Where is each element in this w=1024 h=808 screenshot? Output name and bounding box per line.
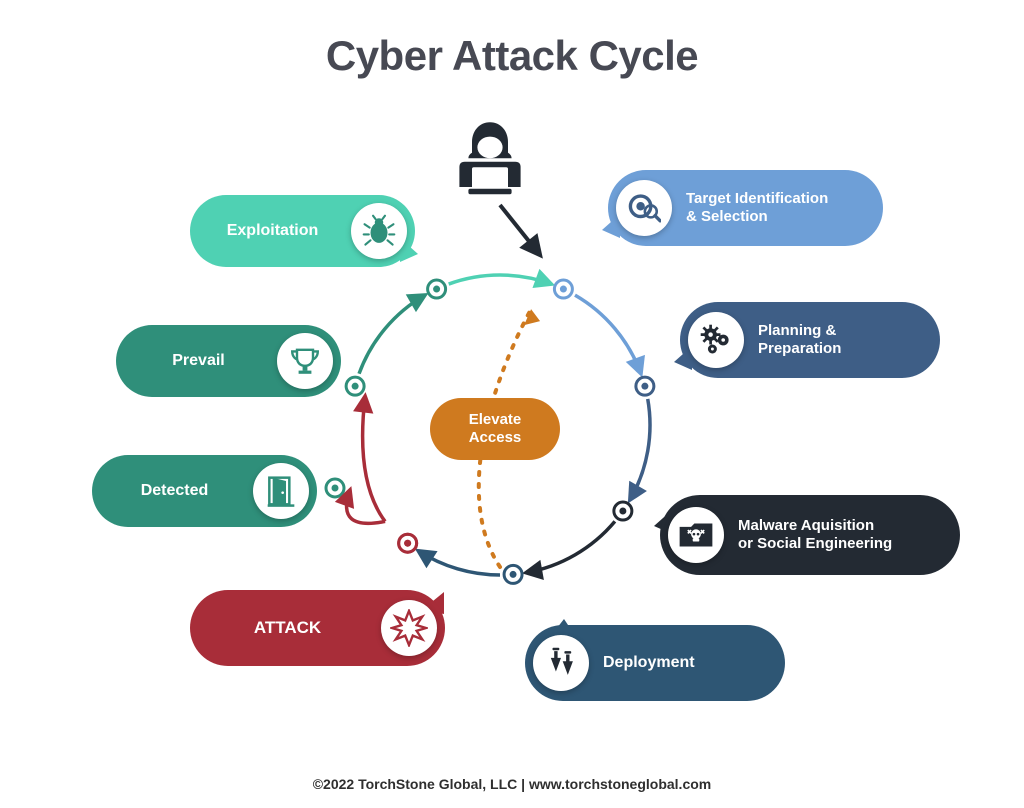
diagram-stage: Cyber Attack Cycle ElevateAccess Target … [0, 0, 1024, 808]
elevate-access-label: ElevateAccess [469, 411, 522, 447]
page-title: Cyber Attack Cycle [0, 32, 1024, 80]
detected-icon [253, 463, 309, 519]
target-icon [616, 180, 672, 236]
deploy-icon [533, 635, 589, 691]
exploit-icon [351, 203, 407, 259]
attack-icon [381, 600, 437, 656]
malware-icon [668, 507, 724, 563]
stage-pill-deploy: Deployment [525, 625, 785, 701]
stage-pill-exploit: Exploitation [190, 195, 415, 267]
hacker-icon [445, 115, 535, 210]
target-label: Target Identification& Selection [672, 190, 883, 226]
elevate-access-pill: ElevateAccess [430, 398, 560, 460]
stage-pill-target: Target Identification& Selection [608, 170, 883, 246]
exploit-label: Exploitation [190, 221, 351, 240]
malware-label: Malware Aquisitionor Social Engineering [724, 517, 960, 553]
stage-pill-attack: ATTACK [190, 590, 445, 666]
prevail-label: Prevail [116, 351, 277, 370]
stage-pill-malware: Malware Aquisitionor Social Engineering [660, 495, 960, 575]
detected-label: Detected [92, 481, 253, 500]
planning-icon [688, 312, 744, 368]
planning-label: Planning &Preparation [744, 322, 940, 358]
prevail-icon [277, 333, 333, 389]
attack-label: ATTACK [190, 618, 381, 638]
footer-credit: ©2022 TorchStone Global, LLC | www.torch… [0, 776, 1024, 792]
stage-pill-prevail: Prevail [116, 325, 341, 397]
stage-pill-detected: Detected [92, 455, 317, 527]
deploy-label: Deployment [589, 653, 785, 672]
stage-pill-planning: Planning &Preparation [680, 302, 940, 378]
